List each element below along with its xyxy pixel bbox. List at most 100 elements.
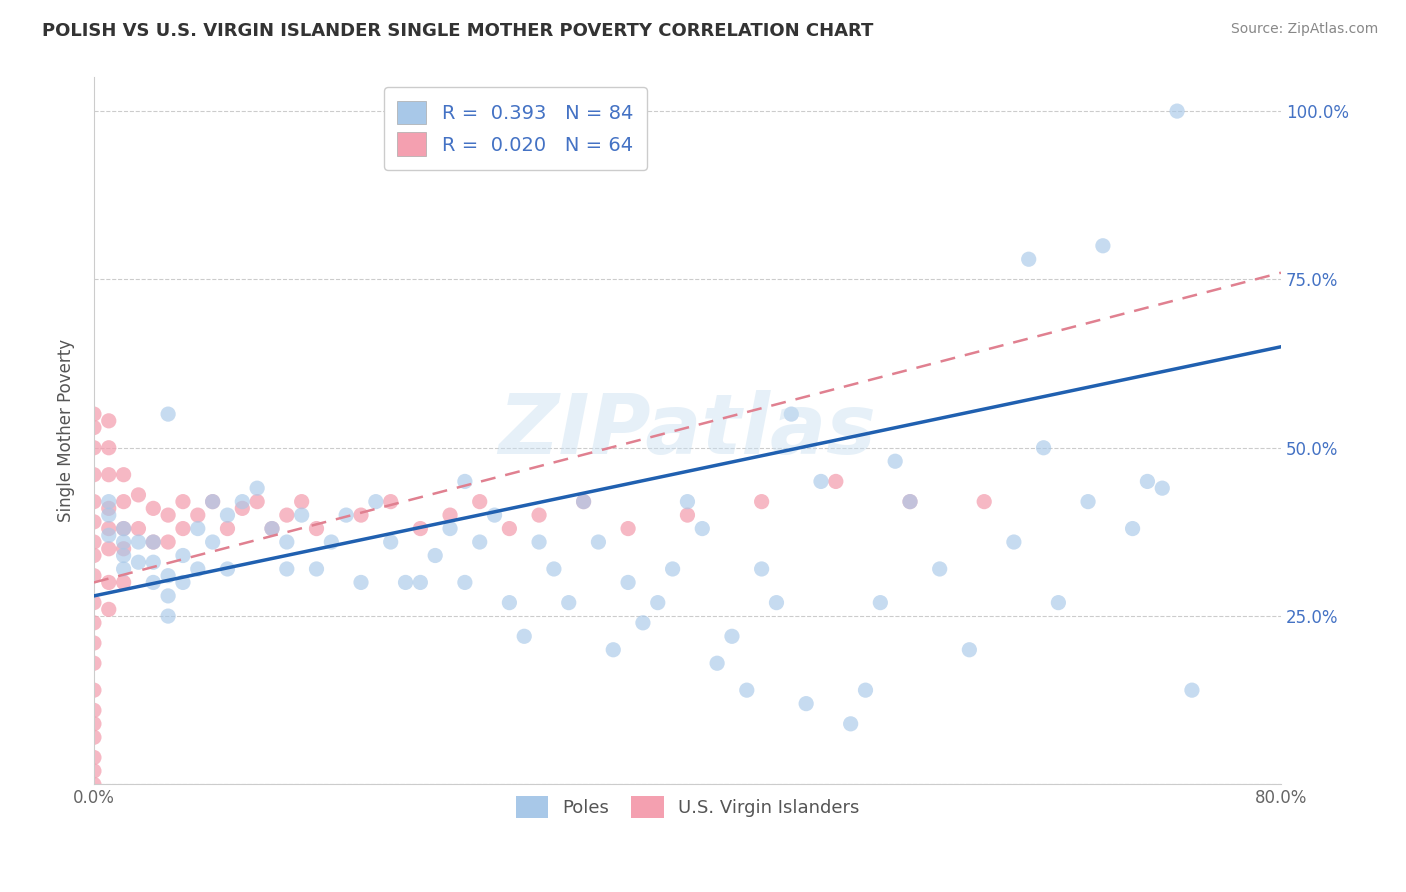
- Point: [617, 522, 640, 536]
- Point: [898, 494, 921, 508]
- Point: [898, 494, 921, 508]
- Point: [217, 508, 239, 522]
- Point: [97, 441, 120, 455]
- Point: [527, 508, 550, 522]
- Point: [83, 703, 105, 717]
- Point: [1136, 475, 1159, 489]
- Point: [558, 596, 581, 610]
- Point: [409, 575, 432, 590]
- Point: [928, 562, 950, 576]
- Point: [305, 562, 328, 576]
- Y-axis label: Single Mother Poverty: Single Mother Poverty: [58, 339, 75, 523]
- Point: [83, 750, 105, 764]
- Point: [142, 535, 165, 549]
- Point: [751, 562, 773, 576]
- Point: [454, 475, 477, 489]
- Point: [112, 549, 135, 563]
- Point: [1002, 535, 1025, 549]
- Point: [97, 414, 120, 428]
- Point: [83, 731, 105, 745]
- Point: [498, 596, 520, 610]
- Point: [157, 609, 180, 624]
- Point: [172, 549, 194, 563]
- Point: [305, 522, 328, 536]
- Point: [1122, 522, 1144, 536]
- Point: [142, 535, 165, 549]
- Point: [647, 596, 669, 610]
- Point: [735, 683, 758, 698]
- Point: [83, 420, 105, 434]
- Point: [394, 575, 416, 590]
- Point: [157, 407, 180, 421]
- Point: [217, 522, 239, 536]
- Point: [83, 549, 105, 563]
- Point: [112, 467, 135, 482]
- Point: [112, 494, 135, 508]
- Point: [869, 596, 891, 610]
- Point: [83, 636, 105, 650]
- Point: [1047, 596, 1070, 610]
- Point: [824, 475, 846, 489]
- Point: [157, 589, 180, 603]
- Point: [157, 508, 180, 522]
- Point: [350, 508, 373, 522]
- Text: Source: ZipAtlas.com: Source: ZipAtlas.com: [1230, 22, 1378, 37]
- Point: [112, 562, 135, 576]
- Point: [142, 575, 165, 590]
- Text: ZIPatlas: ZIPatlas: [499, 391, 876, 472]
- Point: [83, 716, 105, 731]
- Point: [97, 522, 120, 536]
- Point: [543, 562, 565, 576]
- Point: [83, 657, 105, 671]
- Point: [112, 522, 135, 536]
- Point: [97, 602, 120, 616]
- Point: [97, 501, 120, 516]
- Point: [187, 522, 209, 536]
- Point: [957, 642, 980, 657]
- Point: [217, 562, 239, 576]
- Point: [83, 764, 105, 778]
- Point: [291, 508, 314, 522]
- Point: [187, 508, 209, 522]
- Point: [142, 555, 165, 569]
- Point: [97, 467, 120, 482]
- Point: [810, 475, 832, 489]
- Point: [127, 488, 149, 502]
- Point: [661, 562, 683, 576]
- Point: [706, 657, 728, 671]
- Point: [276, 535, 298, 549]
- Point: [260, 522, 283, 536]
- Point: [260, 522, 283, 536]
- Point: [83, 407, 105, 421]
- Point: [513, 629, 536, 643]
- Point: [97, 541, 120, 556]
- Point: [201, 535, 224, 549]
- Point: [751, 494, 773, 508]
- Point: [97, 528, 120, 542]
- Point: [855, 683, 877, 698]
- Point: [291, 494, 314, 508]
- Point: [527, 535, 550, 549]
- Point: [83, 535, 105, 549]
- Point: [231, 494, 253, 508]
- Point: [172, 522, 194, 536]
- Text: POLISH VS U.S. VIRGIN ISLANDER SINGLE MOTHER POVERTY CORRELATION CHART: POLISH VS U.S. VIRGIN ISLANDER SINGLE MO…: [42, 22, 873, 40]
- Point: [83, 515, 105, 529]
- Point: [617, 575, 640, 590]
- Point: [142, 501, 165, 516]
- Point: [276, 562, 298, 576]
- Point: [602, 642, 624, 657]
- Point: [454, 575, 477, 590]
- Point: [83, 777, 105, 791]
- Point: [425, 549, 447, 563]
- Point: [1166, 104, 1188, 119]
- Point: [690, 522, 713, 536]
- Point: [201, 494, 224, 508]
- Point: [572, 494, 595, 508]
- Point: [231, 501, 253, 516]
- Point: [246, 481, 269, 495]
- Point: [884, 454, 907, 468]
- Point: [1152, 481, 1174, 495]
- Point: [97, 508, 120, 522]
- Point: [572, 494, 595, 508]
